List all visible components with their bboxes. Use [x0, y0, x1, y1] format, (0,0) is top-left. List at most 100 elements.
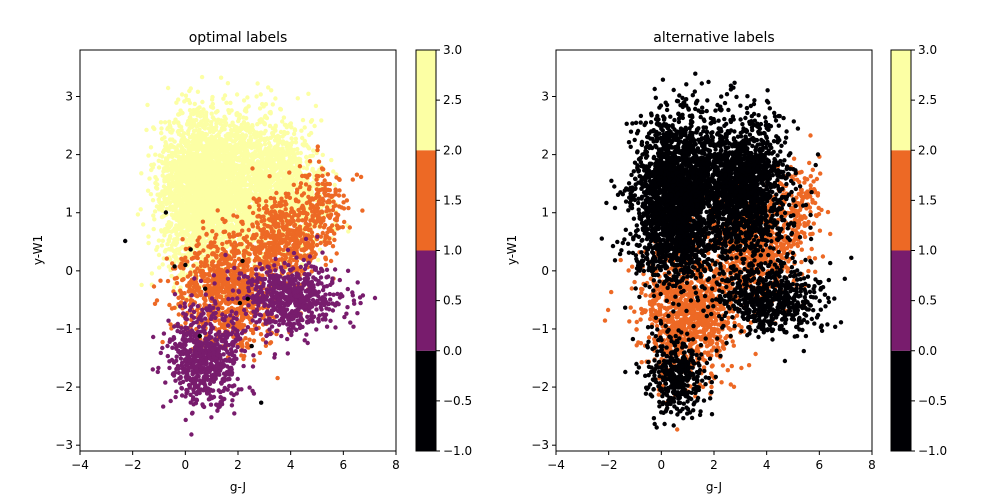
- data-point: [152, 217, 157, 222]
- data-point: [284, 160, 289, 165]
- data-point: [190, 205, 196, 211]
- data-point: [164, 206, 170, 211]
- data-point: [258, 155, 263, 160]
- data-point: [200, 230, 205, 236]
- data-point: [165, 147, 170, 153]
- data-point: [210, 115, 216, 120]
- data-point: [252, 205, 257, 210]
- data-point: [242, 196, 247, 201]
- data-point: [294, 157, 300, 162]
- data-point: [161, 169, 166, 174]
- data-point: [213, 235, 218, 241]
- data-point: [215, 168, 220, 173]
- data-point: [187, 126, 192, 131]
- data-point: [261, 104, 266, 109]
- data-point: [246, 104, 251, 109]
- data-point: [159, 136, 165, 142]
- data-point: [179, 191, 184, 196]
- data-point: [195, 229, 201, 234]
- data-point: [186, 154, 191, 160]
- data-point: [198, 157, 203, 162]
- data-point: [160, 262, 165, 267]
- data-point: [165, 242, 170, 247]
- data-point: [222, 171, 227, 176]
- data-point: [205, 144, 211, 149]
- data-point: [163, 159, 169, 164]
- data-point: [172, 305, 177, 310]
- data-point: [151, 284, 157, 289]
- data-point: [185, 192, 191, 198]
- data-point: [182, 185, 187, 190]
- data-point: [228, 191, 233, 197]
- data-point: [157, 192, 162, 197]
- data-point: [174, 240, 180, 245]
- data-point: [295, 96, 300, 101]
- data-point: [195, 136, 200, 141]
- data-point: [209, 188, 214, 194]
- data-point: [242, 192, 247, 197]
- data-point: [163, 140, 168, 145]
- data-point: [209, 211, 215, 216]
- data-point: [255, 184, 261, 189]
- data-point: [174, 147, 180, 152]
- data-point: [169, 204, 174, 210]
- data-point: [271, 131, 276, 136]
- data-point: [162, 188, 168, 193]
- data-point: [203, 213, 209, 218]
- data-point: [174, 236, 179, 241]
- data-point: [313, 103, 319, 109]
- data-point: [227, 110, 232, 116]
- data-point: [203, 131, 208, 137]
- data-point: [168, 182, 173, 187]
- data-point: [194, 180, 199, 185]
- data-point: [245, 95, 250, 100]
- data-point: [203, 189, 209, 194]
- data-point: [156, 158, 161, 163]
- data-point: [239, 179, 244, 184]
- data-point: [178, 182, 183, 188]
- data-point: [273, 96, 278, 101]
- data-point: [205, 205, 210, 211]
- data-point: [264, 152, 269, 157]
- data-point: [214, 217, 219, 222]
- data-point: [281, 156, 286, 161]
- data-point: [292, 177, 297, 183]
- data-point: [167, 123, 172, 128]
- data-point: [190, 140, 196, 145]
- data-point: [245, 219, 250, 224]
- data-point: [257, 179, 262, 184]
- data-point: [219, 127, 225, 132]
- data-point: [199, 109, 204, 115]
- data-point: [197, 127, 202, 132]
- data-point: [273, 148, 279, 153]
- data-point: [181, 270, 186, 275]
- data-point: [165, 85, 171, 91]
- data-point: [229, 164, 234, 169]
- data-point: [224, 161, 229, 166]
- data-point: [222, 219, 227, 225]
- data-point: [224, 205, 230, 210]
- data-point: [168, 137, 173, 142]
- data-point: [153, 180, 158, 186]
- data-point: [332, 182, 337, 188]
- data-point: [269, 148, 274, 153]
- data-point: [244, 143, 250, 148]
- data-point: [255, 81, 260, 86]
- data-point: [196, 121, 201, 127]
- data-point: [208, 104, 214, 109]
- data-point: [203, 114, 209, 120]
- data-point: [212, 152, 217, 158]
- data-point: [254, 134, 259, 140]
- data-point: [176, 120, 181, 125]
- data-point: [230, 195, 236, 201]
- data-point: [236, 163, 242, 168]
- data-point: [274, 165, 280, 171]
- data-point: [205, 156, 210, 161]
- data-point: [292, 147, 297, 153]
- data-point: [257, 350, 263, 356]
- data-point: [167, 119, 172, 125]
- data-point: [200, 99, 205, 105]
- data-point: [211, 126, 216, 131]
- data-point: [293, 140, 299, 145]
